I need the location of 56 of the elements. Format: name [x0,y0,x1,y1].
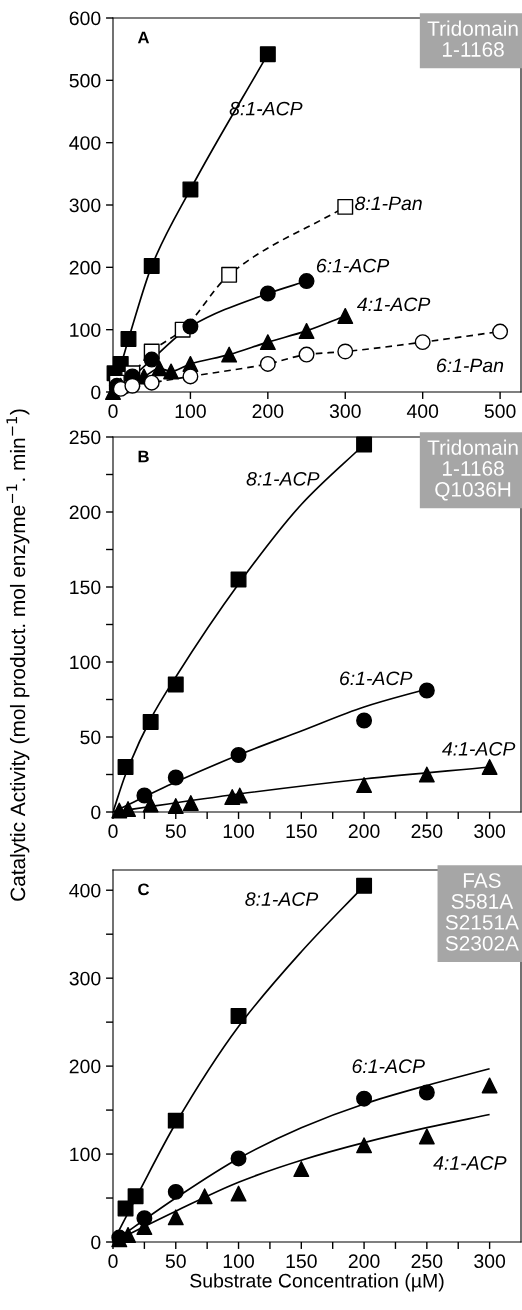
annotation: B [138,450,149,463]
x-tick-label: 200 [348,1254,380,1269]
y-tick-label: 100 [70,323,101,337]
x-tick-label: 0 [108,1254,118,1269]
y-tick-label: 0 [91,385,101,400]
x-tick-label: 200 [252,404,284,419]
y-tick-label: 100 [70,655,101,670]
series-label: 8:1-Pan [355,196,422,211]
annotation: FAS S581A S2151A S2302A [445,873,519,951]
annotation: C [138,883,150,896]
x-tick-label: 50 [165,824,186,839]
x-tick-label: 250 [411,824,443,839]
x-tick-label: 150 [286,1254,317,1269]
x-tick-label: 300 [329,404,361,419]
y-tick-label: 300 [69,971,101,986]
y-tick-label: 600 [69,11,101,26]
y-tick-label: 150 [70,580,101,595]
series-label: 6:1-ACP [316,258,390,273]
y-axis-title: Catalytic Activity (mol product. mol enzyme$^{−1}$. min$^{−1}$) [6,409,30,901]
annotation: Tridomain 1-1168 Q1036H [427,439,518,501]
y-tick-label: 50 [80,730,101,745]
series-label: 4:1-ACP [442,741,516,756]
x-tick-label: 100 [175,404,206,419]
y-tick-label: 200 [69,260,101,275]
series-label: 8:1-ACP [245,892,319,906]
x-tick-label: 0 [108,404,118,419]
series-label: 6:1-ACP [352,1059,425,1074]
y-tick-label: 400 [69,136,101,150]
y-tick-label: 0 [91,1235,101,1250]
series-label: 4:1-ACP [357,297,431,312]
x-tick-label: 100 [223,1254,254,1269]
x-tick-label: 100 [223,824,254,839]
x-tick-label: 0 [108,824,118,839]
series-label: 6:1-ACP [340,671,413,686]
text: 8:1-ACP [246,471,320,486]
x-tick-label: 200 [348,824,380,839]
y-tick-label: 100 [70,1147,101,1162]
y-tick-label: 300 [69,198,101,213]
x-tick-label: 400 [406,404,439,419]
y-tick-label: 500 [69,73,101,88]
series-label: 4:1-ACP [433,1156,507,1170]
x-tick-label: 300 [474,824,506,839]
y-tick-label: 250 [69,430,101,445]
x-tick-label: 50 [165,1254,186,1269]
y-tick-label: 200 [69,505,101,520]
x-tick-label: 250 [411,1254,443,1269]
x-tick-label: 500 [484,404,516,419]
annotation: Tridomain 1-1168 [427,20,518,57]
x-tick-label: 150 [286,824,317,839]
y-tick-label: 200 [69,1059,101,1074]
x-axis-title: Substrate Concentration (µM) [190,1273,444,1292]
y-tick-label: 400 [69,883,101,898]
annotation: A [137,31,150,44]
y-tick-label: 0 [91,805,101,820]
x-tick-label: 300 [474,1254,506,1269]
series-label: 6:1-Pan [436,358,504,373]
